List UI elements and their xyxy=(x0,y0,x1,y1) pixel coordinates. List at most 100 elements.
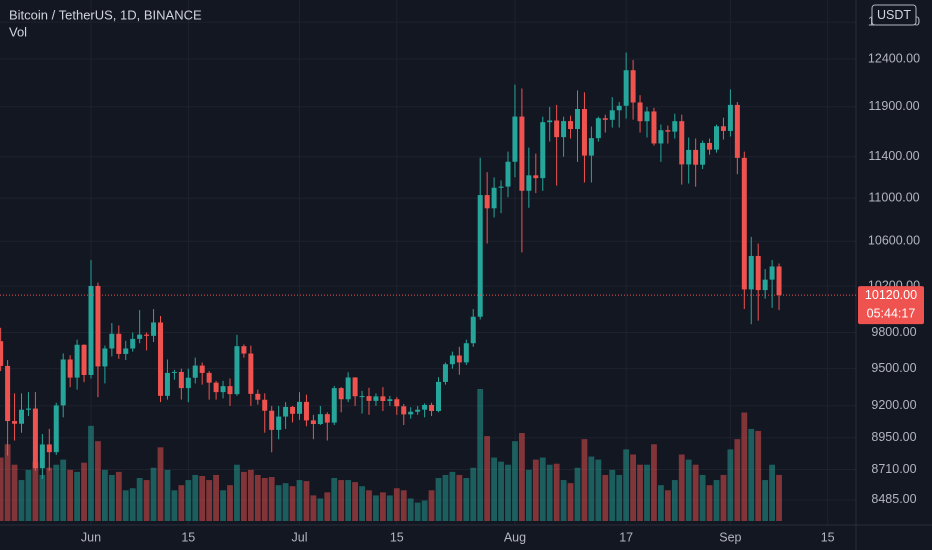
candle-body xyxy=(5,365,11,422)
volume-bar xyxy=(338,480,345,521)
volume-bar xyxy=(95,441,101,521)
volume-bar xyxy=(25,469,32,521)
volume-bar xyxy=(39,474,46,521)
volume-bar xyxy=(46,467,53,521)
y-tick-label: 9200.00 xyxy=(871,398,916,412)
candle-body xyxy=(394,399,400,407)
candle-body xyxy=(630,70,636,103)
candle-body xyxy=(526,175,532,191)
volume-bar xyxy=(574,467,581,521)
volume-bar xyxy=(122,490,129,521)
volume-bar xyxy=(442,474,449,521)
volume-bar xyxy=(150,467,157,521)
candle-body xyxy=(144,334,150,336)
volume-bar xyxy=(456,474,463,521)
candle-body xyxy=(519,116,525,191)
volume-bar xyxy=(762,480,769,521)
candle-body xyxy=(164,372,170,396)
candle-body xyxy=(19,409,24,424)
volume-bar xyxy=(546,464,553,521)
volume-bar xyxy=(282,483,289,521)
candle-body xyxy=(380,396,386,402)
candle-body xyxy=(158,322,163,396)
y-tick-label: 12400.00 xyxy=(868,51,920,65)
candle-body xyxy=(679,121,685,165)
volume-bar xyxy=(553,463,560,521)
candle-body xyxy=(25,408,31,410)
x-tick-label: Aug xyxy=(504,530,526,544)
volume-bar xyxy=(380,492,386,521)
candle-body xyxy=(310,420,316,424)
volume-bar xyxy=(171,490,178,521)
candle-body xyxy=(484,195,490,209)
candle-body xyxy=(248,353,254,394)
volume-bar xyxy=(317,498,324,521)
volume-bar xyxy=(18,480,25,521)
candle-body xyxy=(498,186,504,188)
candle-body xyxy=(672,121,678,132)
candle-body xyxy=(116,333,122,354)
candle-body xyxy=(463,343,469,363)
candle-body xyxy=(491,187,497,209)
volume-bar xyxy=(213,474,219,521)
candle-body xyxy=(206,372,212,383)
currency-label[interactable]: USDT xyxy=(877,8,911,22)
candle-body xyxy=(456,355,462,363)
candle-body xyxy=(707,142,713,150)
candle-body xyxy=(755,255,761,291)
candle-body xyxy=(32,408,38,469)
volume-bar xyxy=(491,457,497,521)
candle-body xyxy=(199,365,205,373)
candle-body xyxy=(366,396,372,401)
candle-body xyxy=(331,388,337,423)
candle-body xyxy=(220,386,226,393)
candle-body xyxy=(151,322,157,336)
volume-bar xyxy=(310,495,317,521)
volume-bar xyxy=(102,469,108,521)
candle-body xyxy=(644,111,650,122)
candle-body xyxy=(53,405,59,453)
candle-body xyxy=(185,377,191,389)
volume-bar xyxy=(623,449,630,521)
volume-bar xyxy=(421,500,428,521)
candle-body xyxy=(60,359,66,406)
candle-body xyxy=(540,122,546,179)
currency-badge[interactable] xyxy=(871,4,917,26)
volume-bar xyxy=(234,464,240,521)
candle-body xyxy=(290,406,296,414)
volume-bar xyxy=(616,474,623,521)
candle-body xyxy=(595,118,601,139)
x-tick-label: Sep xyxy=(719,530,741,544)
candle-body xyxy=(74,344,80,378)
y-tick-label: 10600.00 xyxy=(868,234,920,248)
volume-bar xyxy=(727,449,734,521)
volume-bar xyxy=(129,488,136,521)
volume-bar xyxy=(734,439,741,521)
volume-bar xyxy=(532,459,539,521)
y-tick-label: 8485.00 xyxy=(871,492,916,506)
volume-bar xyxy=(699,474,706,521)
volume-bar xyxy=(303,481,310,521)
volume-bar xyxy=(400,490,407,521)
volume-bar xyxy=(776,474,782,521)
x-tick-label: 15 xyxy=(821,530,835,544)
last-price-label: 10120.00 xyxy=(865,288,917,302)
volume-bar xyxy=(664,490,671,521)
volume-bar xyxy=(241,471,247,521)
volume-bar xyxy=(498,461,504,521)
candle-body xyxy=(178,371,184,389)
volume-bar xyxy=(67,469,74,521)
volume-bar xyxy=(512,441,518,521)
y-tick-label: 9800.00 xyxy=(871,325,916,339)
volume-bar xyxy=(581,439,588,521)
candle-body xyxy=(303,401,309,421)
volume-bar xyxy=(393,488,400,521)
candle-body xyxy=(12,421,18,424)
x-tick-label: 17 xyxy=(619,530,633,544)
volume-bar xyxy=(769,464,775,521)
volume-bar xyxy=(289,486,296,521)
volume-bar xyxy=(428,490,435,521)
chart-title: Bitcoin / TetherUS, 1D, BINANCE xyxy=(9,7,202,22)
volume-bar xyxy=(658,485,664,521)
